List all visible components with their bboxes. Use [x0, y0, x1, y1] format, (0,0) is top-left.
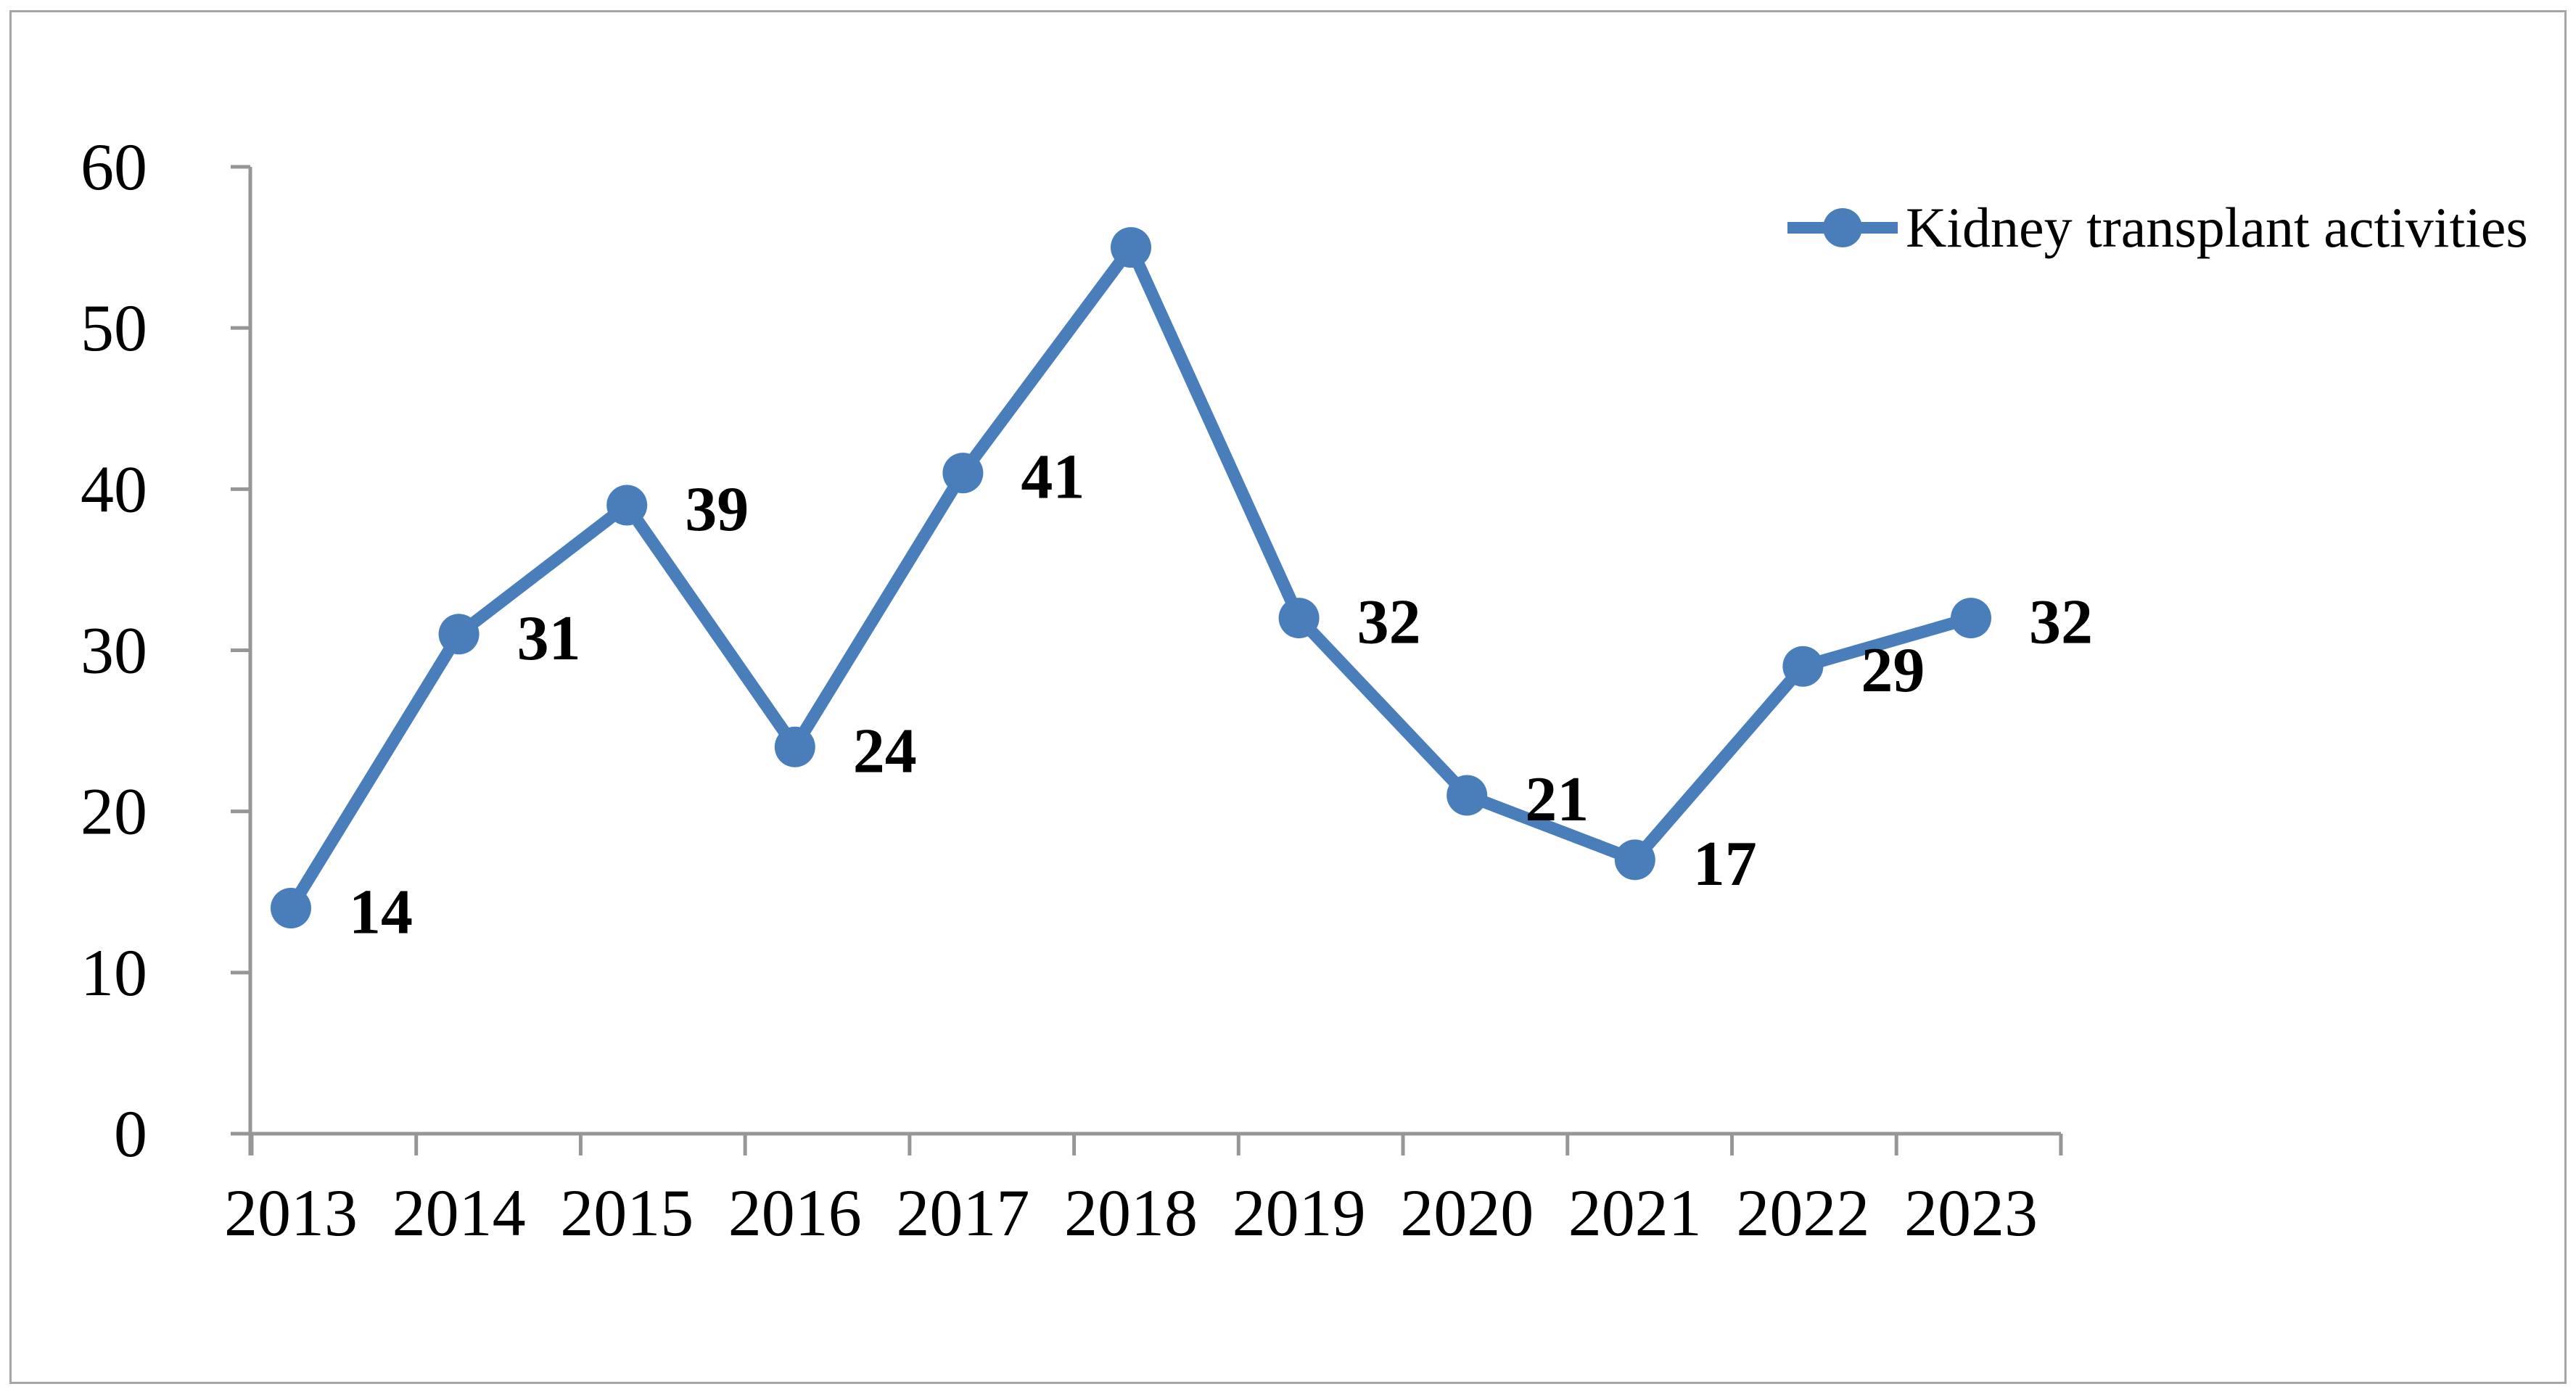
y-tick-label: 30: [81, 614, 147, 688]
data-point: [774, 726, 815, 767]
data-point-label: 32: [1357, 588, 1421, 658]
x-axis-label: 2016: [728, 1176, 862, 1250]
legend-label: Kidney transplant activities: [1906, 196, 2528, 259]
legend: Kidney transplant activities: [1786, 187, 2528, 268]
data-point: [438, 614, 480, 655]
data-point: [606, 485, 648, 526]
data-point-label: 39: [685, 474, 749, 545]
x-axis-label: 2018: [1064, 1176, 1198, 1250]
x-axis-label: 2021: [1568, 1176, 1702, 1250]
data-point: [1447, 775, 1488, 816]
y-tick-label: 10: [81, 936, 147, 1010]
data-point: [1951, 598, 1991, 639]
legend-line-marker-icon: [1787, 208, 1898, 247]
data-point-label: 29: [1861, 635, 1925, 706]
x-axis-label: 2020: [1400, 1176, 1534, 1250]
data-point: [942, 453, 984, 494]
data-point-label: 21: [1525, 765, 1589, 835]
y-tick-label: 60: [81, 130, 147, 204]
data-point: [1614, 839, 1655, 881]
x-axis-label: 2017: [896, 1176, 1029, 1250]
data-point: [1111, 227, 1151, 268]
data-point-label: 41: [1021, 442, 1085, 513]
data-point-label: 14: [349, 877, 413, 947]
data-point: [1782, 646, 1824, 687]
x-axis-label: 2014: [392, 1176, 526, 1250]
data-point-label: 32: [2029, 588, 2093, 658]
data-point-label: 31: [517, 603, 581, 674]
y-tick-label: 0: [114, 1097, 147, 1171]
data-point-label: 24: [853, 716, 917, 786]
y-tick-label: 50: [81, 291, 147, 365]
data-point: [271, 887, 311, 928]
data-point-label: 17: [1693, 829, 1757, 899]
y-tick-label: 40: [81, 452, 147, 526]
y-tick-label: 20: [81, 775, 147, 849]
x-axis-label: 2023: [1904, 1176, 2038, 1250]
data-point: [1278, 598, 1320, 639]
x-axis-label: 2015: [560, 1176, 694, 1250]
data-series-line: [284, 241, 1978, 915]
x-axis-label: 2019: [1233, 1176, 1366, 1250]
x-axis-label: 2013: [224, 1176, 358, 1250]
x-axis-label: 2022: [1736, 1176, 1869, 1250]
legend-point-swatch: [1823, 208, 1862, 247]
